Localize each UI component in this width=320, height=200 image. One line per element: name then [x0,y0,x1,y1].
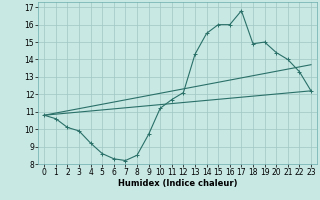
X-axis label: Humidex (Indice chaleur): Humidex (Indice chaleur) [118,179,237,188]
